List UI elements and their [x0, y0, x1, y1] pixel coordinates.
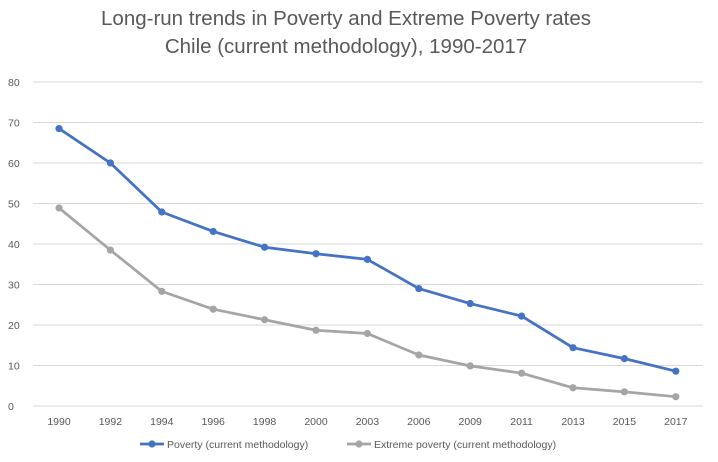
- x-tick-label: 1996: [202, 416, 226, 428]
- data-point: [518, 369, 526, 377]
- data-point: [620, 355, 629, 363]
- data-point: [363, 255, 371, 263]
- data-point: [158, 208, 166, 216]
- data-point: [158, 287, 166, 295]
- data-point: [569, 344, 577, 352]
- legend-swatch-marker: [148, 440, 156, 448]
- legend-item: Extreme poverty (current methodology): [347, 439, 556, 451]
- chart-title: Long-run trends in Poverty and Extreme P…: [101, 7, 591, 30]
- legend-label: Extreme poverty (current methodology): [374, 439, 556, 451]
- gridlines: [33, 81, 703, 407]
- data-point: [209, 227, 217, 236]
- data-point: [55, 124, 63, 133]
- x-tick-label: 2006: [407, 416, 431, 428]
- x-tick-label: 2013: [561, 416, 585, 428]
- data-point: [415, 284, 423, 293]
- data-point: [106, 246, 114, 254]
- series-line: [57, 206, 678, 399]
- x-tick-label: 1998: [253, 416, 277, 428]
- x-tick-label: 1992: [99, 416, 123, 428]
- y-tick-label: 40: [8, 239, 20, 251]
- data-point: [672, 393, 680, 401]
- x-tick-label: 2009: [459, 416, 483, 428]
- y-tick-label: 80: [8, 77, 20, 89]
- x-tick-label: 2003: [356, 416, 380, 428]
- data-point: [106, 159, 114, 167]
- y-axis-ticks: 0 10 20 30 40 50 60 70 80: [8, 77, 20, 413]
- x-tick-label: 1994: [150, 416, 174, 428]
- data-point: [312, 326, 320, 334]
- data-point: [672, 367, 680, 375]
- legend-label: Poverty (current methodology): [167, 439, 308, 451]
- series-group: [55, 124, 680, 401]
- chart-subtitle: Chile (current methodology), 1990-2017: [165, 35, 527, 58]
- data-point: [363, 329, 371, 338]
- x-axis-ticks: 1990 1992 1994 1996 1998 2000 2003 2006 2009 2011…: [47, 416, 687, 428]
- series-poverty: [55, 124, 680, 375]
- y-tick-label: 50: [8, 199, 20, 211]
- data-point: [261, 316, 269, 324]
- legend-swatch-marker: [355, 440, 363, 448]
- y-tick-label: 60: [8, 158, 20, 170]
- data-point: [209, 305, 217, 313]
- x-tick-label: 2017: [664, 416, 688, 428]
- data-point: [312, 250, 320, 258]
- y-tick-label: 10: [8, 361, 20, 373]
- legend-item: Poverty (current methodology): [140, 439, 308, 451]
- legend: Poverty (current methodology) Extreme pov…: [140, 439, 556, 451]
- series-extreme-poverty: [55, 204, 680, 401]
- data-point: [55, 204, 63, 212]
- data-point: [569, 384, 577, 392]
- y-tick-label: 20: [8, 320, 20, 332]
- data-point: [415, 351, 423, 359]
- data-point: [466, 299, 474, 308]
- y-tick-label: 30: [8, 280, 20, 292]
- y-tick-label: 0: [8, 401, 14, 413]
- x-tick-label: 2015: [613, 416, 637, 428]
- x-tick-label: 2000: [304, 416, 328, 428]
- data-point: [518, 312, 526, 320]
- y-tick-label: 70: [8, 118, 20, 130]
- data-point: [466, 362, 474, 370]
- x-tick-label: 2011: [510, 416, 533, 428]
- data-point: [620, 388, 629, 396]
- data-point: [261, 243, 269, 251]
- x-tick-label: 1990: [47, 416, 71, 428]
